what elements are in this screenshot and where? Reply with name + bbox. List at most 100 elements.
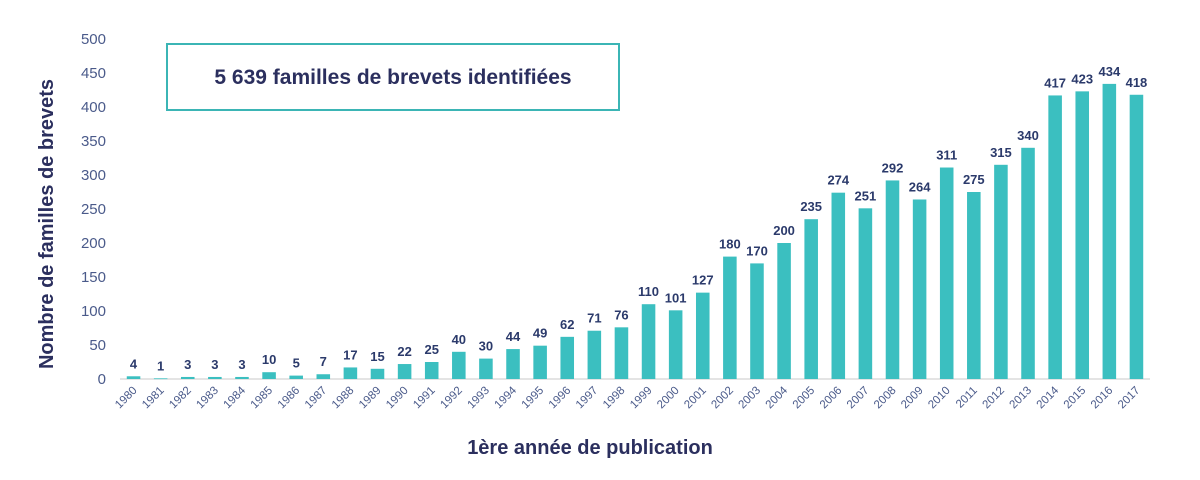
y-tick-label: 250 [81, 201, 106, 218]
bar-value-label: 62 [560, 317, 574, 332]
bar [750, 263, 764, 379]
bar [831, 192, 846, 379]
y-tick-label: 50 [89, 337, 106, 354]
bar-value-label: 4 [130, 356, 138, 371]
bar-value-label: 292 [882, 160, 904, 175]
bars [126, 83, 1144, 380]
bar-value-label: 22 [397, 344, 411, 359]
x-tick-label: 1987 [303, 385, 330, 412]
annotation-text: 5 639 familles de brevets identifiées [214, 66, 571, 89]
x-tick-label: 2004 [764, 384, 791, 411]
y-axis-ticks: 0 50 100 150 200 250 300 350 400 450 500 [81, 31, 106, 388]
y-tick-label: 300 [81, 167, 106, 184]
y-tick-label: 450 [81, 65, 106, 82]
bar [939, 167, 954, 379]
x-tick-label: 1988 [330, 385, 357, 412]
bar-value-label: 40 [452, 332, 466, 347]
y-tick-label: 400 [81, 99, 106, 116]
bar-value-label: 5 [293, 356, 300, 371]
bar-value-label: 25 [424, 342, 438, 357]
bar [641, 304, 656, 379]
bar-value-label: 10 [262, 352, 276, 367]
x-tick-label: 2012 [980, 385, 1007, 412]
x-tick-label: 2009 [899, 385, 926, 412]
x-tick-label: 1986 [276, 385, 303, 412]
bar [1102, 83, 1117, 379]
bar-value-label: 3 [211, 357, 218, 372]
y-tick-label: 350 [81, 133, 106, 150]
bar [777, 243, 791, 379]
x-tick-label: 1996 [547, 385, 574, 412]
bar-value-label: 235 [800, 199, 822, 214]
x-tick-label: 1992 [438, 385, 465, 412]
x-axis-ticks: 1980 1981 1982 1983 1984 1985 1986 1987 1988 1989… [113, 384, 1142, 411]
y-tick-label: 200 [81, 235, 106, 252]
bar [180, 376, 195, 379]
x-tick-label: 1982 [167, 385, 194, 412]
x-tick-label: 2007 [845, 385, 872, 412]
x-tick-label: 1984 [222, 384, 249, 411]
bar [668, 310, 683, 379]
bar-value-label: 418 [1126, 75, 1148, 90]
bar [1048, 95, 1062, 379]
bar [397, 364, 412, 379]
x-tick-label: 2000 [655, 385, 682, 412]
bar [126, 376, 141, 379]
bar [506, 349, 520, 379]
bar-value-label: 49 [533, 326, 547, 341]
x-tick-label: 1983 [194, 385, 221, 412]
bar [208, 376, 222, 379]
bar [343, 367, 358, 379]
x-tick-label: 1990 [384, 385, 411, 412]
x-tick-label: 1995 [520, 385, 547, 412]
x-tick-label: 2011 [954, 385, 980, 411]
bar-value-label: 423 [1071, 71, 1093, 86]
x-tick-label: 2002 [709, 385, 736, 412]
bar-value-label: 110 [638, 284, 659, 299]
y-axis-title: Nombre de familles de brevets [36, 79, 58, 369]
bar-value-label: 264 [909, 179, 931, 194]
bar-value-label: 251 [855, 188, 877, 203]
bar-value-label: 311 [936, 148, 957, 163]
x-tick-label: 2017 [1116, 385, 1143, 412]
bar-value-label: 17 [343, 347, 357, 362]
bar [289, 375, 303, 379]
x-tick-label: 1999 [628, 385, 655, 412]
bar-value-label: 127 [692, 273, 714, 288]
bar-value-label: 275 [963, 172, 985, 187]
y-tick-label: 0 [98, 371, 106, 388]
x-tick-label: 2001 [682, 385, 709, 412]
bar [533, 345, 547, 379]
data-labels: 4 1 3 3 3 10 5 7 17 15 22 25 40 30 44 49 62 71 76 110 101 127… [130, 64, 1147, 373]
bar [695, 292, 710, 379]
bar [316, 374, 331, 379]
x-tick-label: 1980 [113, 385, 140, 412]
x-tick-label: 1991 [411, 385, 438, 412]
bar-value-label: 44 [506, 329, 521, 344]
bar-value-label: 3 [184, 357, 191, 372]
bar [1129, 94, 1144, 379]
bar-value-label: 71 [587, 311, 601, 326]
bar [1075, 91, 1090, 380]
annotation-box [166, 43, 620, 111]
bar [723, 256, 737, 379]
bar-value-label: 76 [614, 307, 628, 322]
bar-value-label: 170 [746, 243, 768, 258]
bar [560, 336, 575, 379]
bar [370, 368, 385, 379]
bar [1021, 147, 1035, 379]
x-tick-label: 2015 [1062, 385, 1089, 412]
x-tick-label: 1994 [493, 384, 520, 411]
x-tick-label: 1989 [357, 385, 384, 412]
x-tick-label: 2010 [926, 385, 953, 412]
x-tick-label: 1993 [465, 385, 492, 412]
bar [967, 192, 981, 379]
bar [153, 378, 168, 380]
y-tick-label: 500 [81, 31, 106, 48]
y-tick-label: 100 [81, 303, 106, 320]
bar-value-label: 180 [719, 237, 741, 252]
bar-value-label: 30 [479, 339, 493, 354]
x-tick-label: 2014 [1035, 384, 1062, 411]
bar [804, 219, 818, 379]
